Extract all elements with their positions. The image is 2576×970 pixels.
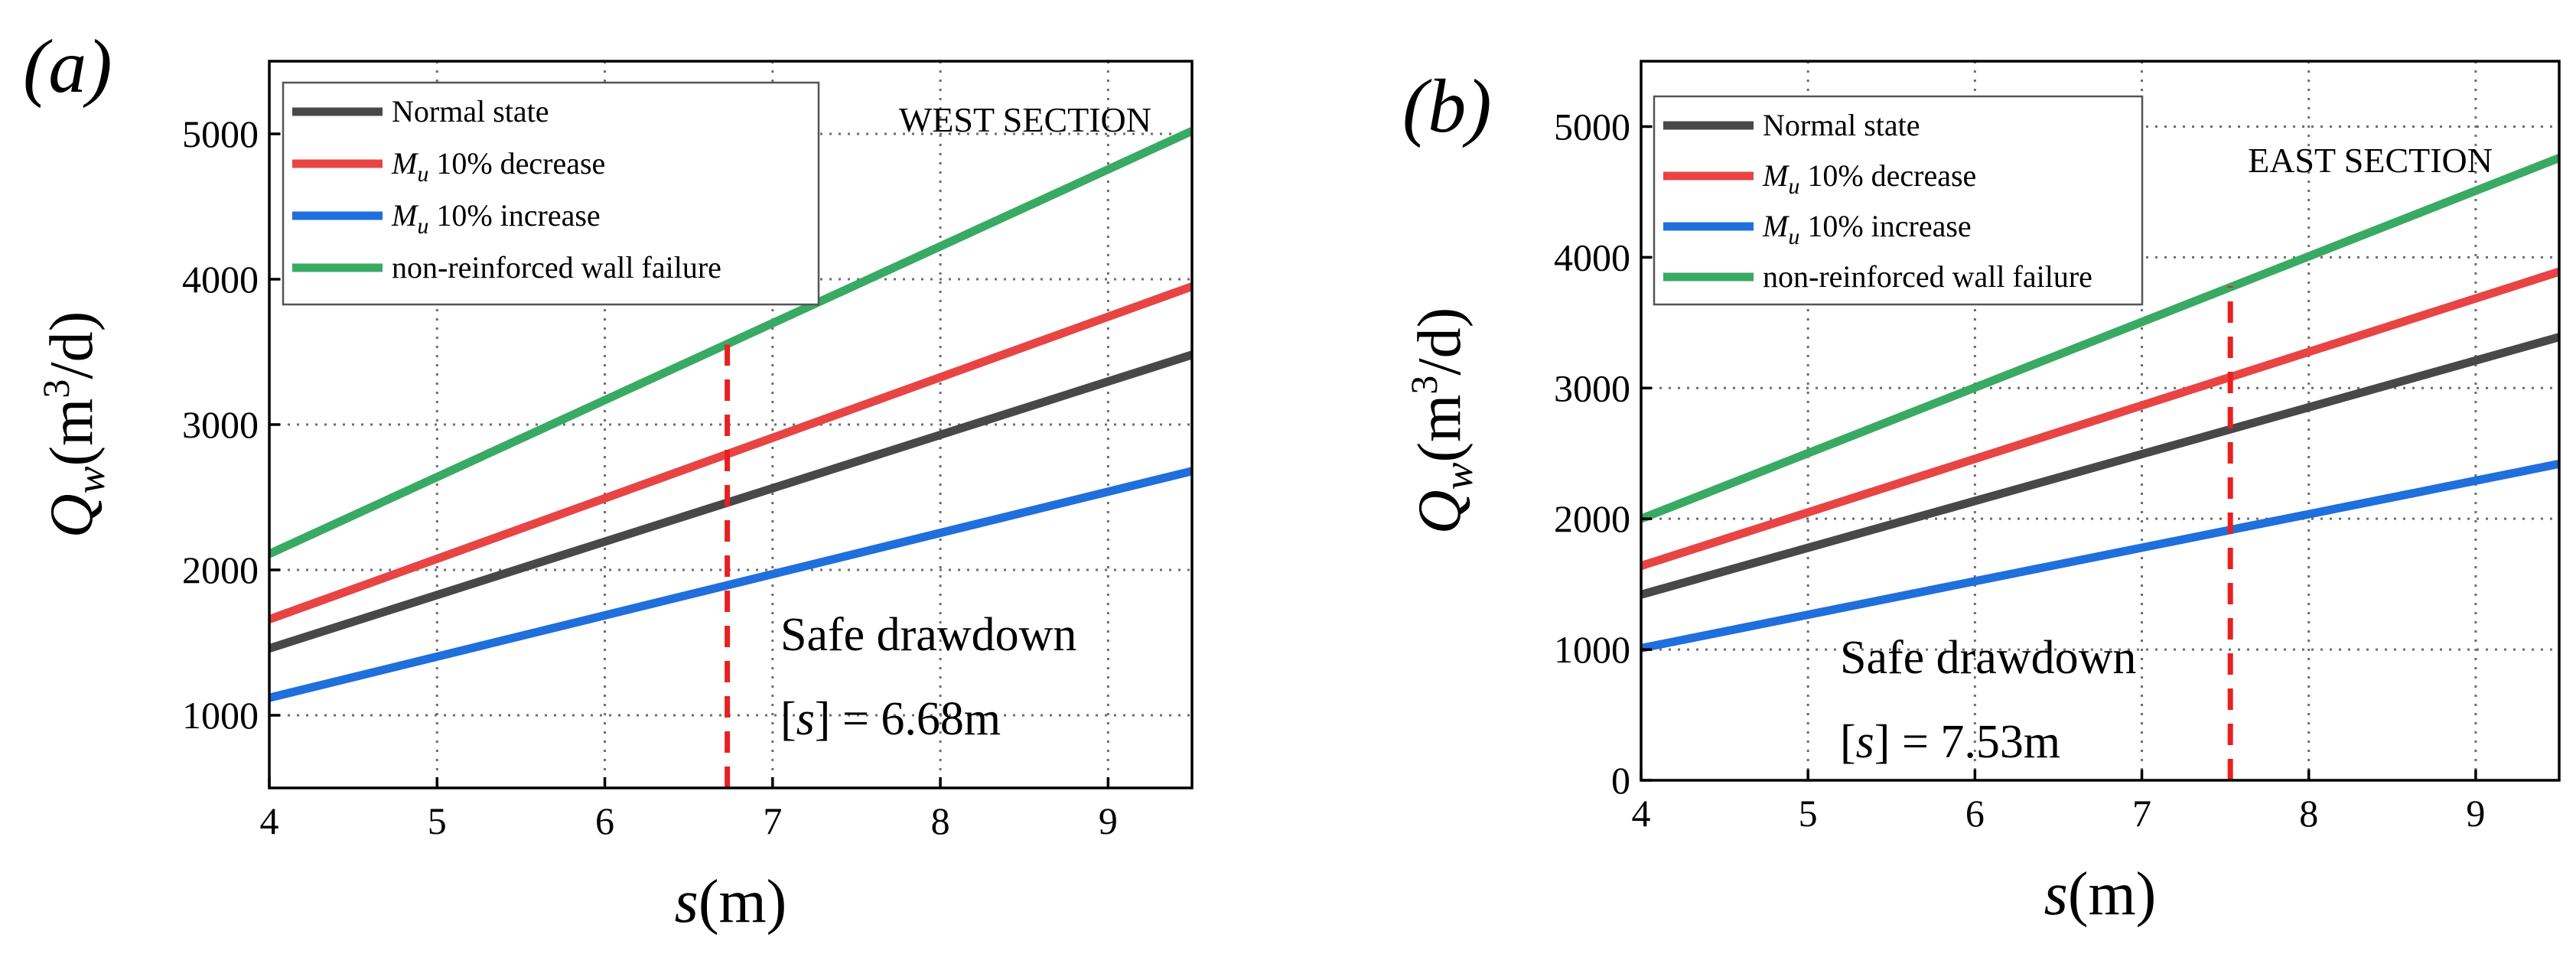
series-line-1 — [1641, 267, 2559, 570]
legend-entry: non-reinforced wall failure — [392, 250, 721, 285]
x-tick-label: 9 — [2466, 792, 2485, 835]
legend-entry: Normal state — [1763, 108, 1920, 142]
series-line-0 — [269, 350, 1192, 653]
safe-drawdown-title: Safe drawdown — [780, 609, 1076, 661]
series-line-2 — [269, 467, 1192, 702]
y-axis-label: Qw(m3/d) — [1402, 308, 1481, 535]
series-line-3 — [269, 127, 1192, 558]
x-axis-label: s(m) — [675, 868, 787, 936]
series-line-0 — [1641, 333, 2559, 599]
y-tick-label: 1000 — [1554, 628, 1630, 671]
y-tick-label: 4000 — [1554, 236, 1630, 278]
series-line-2 — [1641, 460, 2559, 653]
y-tick-label: 2000 — [1554, 497, 1630, 540]
x-tick-label: 8 — [931, 799, 950, 842]
section-label: WEST SECTION — [899, 100, 1151, 139]
y-tick-label: 5000 — [1554, 105, 1630, 148]
x-tick-label: 7 — [2132, 792, 2151, 835]
x-tick-label: 4 — [260, 799, 279, 842]
x-tick-label: 7 — [763, 799, 782, 842]
legend: Normal state Mu 10% decrease Mu 10% increa… — [1653, 95, 2144, 306]
y-tick-label: 1000 — [182, 694, 259, 737]
y-tick-label: 0 — [1611, 759, 1630, 802]
safe-drawdown-value: [s] = 7.53m — [1840, 716, 2060, 768]
legend-entry: Normal state — [392, 94, 549, 129]
series-line-3 — [1641, 154, 2559, 523]
safe-drawdown-title: Safe drawdown — [1840, 632, 2136, 684]
x-tick-label: 4 — [1632, 792, 1651, 835]
x-tick-label: 6 — [1965, 792, 1985, 835]
legend: Normal state Mu 10% decrease Mu 10% increa… — [282, 81, 820, 306]
x-axis-label: s(m) — [2044, 861, 2157, 928]
legend-entry: non-reinforced wall failure — [1763, 259, 2092, 294]
legend-entry: Mu 10% decrease — [391, 146, 605, 187]
chart-panel-a: 4 5 6 7 8 9 1000 2000 3000 4000 5000 (a) s(m) Qw(m3/d… — [23, 24, 1194, 936]
panel-label: (a) — [23, 24, 112, 109]
y-tick-label: 4000 — [182, 258, 259, 301]
x-tick-label: 8 — [2299, 792, 2318, 835]
y-tick-label: 3000 — [182, 403, 259, 446]
chart-panel-b: 4 5 6 7 8 9 0 1000 2000 3000 4000 5000 (b) s(m) Qw(m3/… — [1402, 60, 2561, 928]
legend-entry: Mu 10% decrease — [1762, 158, 1976, 199]
x-tick-label: 9 — [1099, 799, 1118, 842]
safe-drawdown-value: [s] = 6.68m — [780, 693, 1001, 745]
plot-frame — [1640, 60, 2561, 782]
y-axis-label: Qw(m3/d) — [34, 311, 113, 539]
legend-box — [1653, 95, 2144, 306]
section-label: EAST SECTION — [2248, 141, 2493, 180]
legend-entry: Mu 10% increase — [391, 198, 601, 239]
x-tick-label: 5 — [1799, 792, 1818, 835]
x-tick-label: 5 — [428, 799, 447, 842]
y-tick-label: 2000 — [182, 548, 259, 591]
panel-label: (b) — [1402, 63, 1492, 148]
y-tick-label: 5000 — [182, 112, 259, 155]
legend-entry: Mu 10% increase — [1762, 209, 1972, 249]
x-tick-label: 6 — [595, 799, 614, 842]
series-line-1 — [269, 282, 1192, 623]
y-tick-label: 3000 — [1554, 366, 1630, 409]
